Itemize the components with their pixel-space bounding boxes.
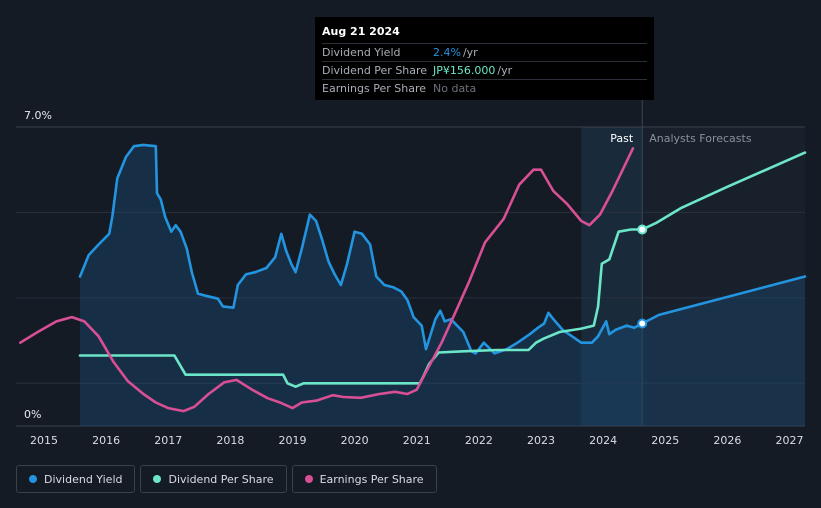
x-tick-label: 2017: [154, 434, 182, 447]
legend-dot-icon: [29, 475, 37, 483]
past-label: Past: [610, 132, 634, 145]
tooltip-unit: /yr: [462, 46, 478, 59]
x-tick-label: 2018: [216, 434, 244, 447]
x-tick-label: 2022: [465, 434, 493, 447]
x-tick-label: 2027: [775, 434, 803, 447]
series-area-dividend-yield: [80, 144, 805, 426]
legend-label: Dividend Yield: [44, 472, 123, 486]
x-tick-label: 2016: [92, 434, 120, 447]
legend-dot-icon: [153, 475, 162, 483]
legend: Dividend Yield Dividend Per Share Earnin…: [16, 465, 437, 493]
tooltip: Aug 21 2024 Dividend Yield 2.4%/yr Divid…: [315, 17, 654, 100]
tooltip-date: Aug 21 2024: [322, 25, 400, 38]
x-tick-label: 2024: [589, 434, 617, 447]
tooltip-unit: /yr: [497, 64, 513, 77]
x-tick-label: 2020: [341, 434, 369, 447]
legend-item-dividend-yield[interactable]: Dividend Yield: [16, 465, 136, 493]
tooltip-value: 2.4%: [433, 46, 461, 59]
series-line-earnings-per-share: [19, 147, 635, 413]
tooltip-row-dividend-per-share: Dividend Per Share JP¥156.000/yr: [322, 61, 647, 79]
tooltip-label: Dividend Yield: [322, 46, 401, 59]
legend-label: Earnings Per Share: [319, 472, 424, 486]
tooltip-label: Dividend Per Share: [322, 64, 428, 77]
legend-dot-icon: [304, 475, 313, 483]
x-tick-label: 2021: [403, 434, 431, 447]
x-tick-label: 2015: [30, 434, 58, 447]
marker-dividend-per-share: [637, 224, 648, 235]
tooltip-value: No data: [433, 82, 477, 95]
marker-dividend-yield: [637, 318, 648, 329]
series-line-dividend-per-share: [78, 151, 807, 388]
past-highlight-region: [581, 127, 643, 426]
x-tick-label: 2023: [527, 434, 555, 447]
x-tick-label: 2019: [278, 434, 306, 447]
x-tick-label: 2025: [651, 434, 679, 447]
y-axis-label: 7.0%: [24, 109, 52, 122]
tooltip-label: Earnings Per Share: [322, 82, 427, 95]
legend-item-dividend-per-share[interactable]: Dividend Per Share: [140, 465, 287, 493]
forecast-label: Analysts Forecasts: [649, 132, 752, 145]
tooltip-row-dividend-yield: Dividend Yield 2.4%/yr: [322, 43, 647, 61]
x-tick-label: 2026: [713, 434, 741, 447]
legend-label: Dividend Per Share: [168, 472, 274, 486]
y-axis-label: 0%: [24, 408, 41, 421]
series-line-dividend-yield: [78, 143, 807, 355]
legend-item-earnings-per-share[interactable]: Earnings Per Share: [291, 465, 437, 493]
forecast-region: [642, 127, 805, 426]
tooltip-value: JP¥156.000: [433, 64, 496, 77]
tooltip-row-earnings-per-share: Earnings Per Share No data: [322, 79, 647, 97]
